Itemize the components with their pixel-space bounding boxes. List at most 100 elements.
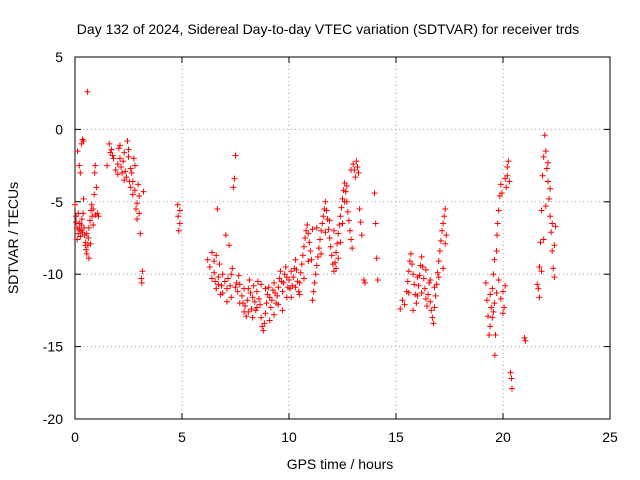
data-point xyxy=(349,245,356,252)
data-point xyxy=(305,230,312,237)
data-point xyxy=(244,297,251,304)
data-point xyxy=(350,161,357,168)
data-point xyxy=(497,181,504,188)
data-point xyxy=(419,263,426,270)
data-point xyxy=(540,153,547,160)
data-point xyxy=(221,278,228,285)
data-point xyxy=(348,236,355,243)
data-point xyxy=(83,250,90,257)
data-point xyxy=(295,288,302,295)
data-point xyxy=(228,271,235,278)
data-point xyxy=(326,217,333,224)
data-point xyxy=(293,266,300,273)
data-point xyxy=(352,174,359,181)
data-point xyxy=(174,201,181,208)
data-point xyxy=(176,207,183,214)
data-point xyxy=(140,188,147,195)
data-point xyxy=(74,148,81,155)
data-point xyxy=(313,224,320,231)
data-point xyxy=(491,300,498,307)
data-point xyxy=(261,320,268,327)
data-point xyxy=(138,279,145,286)
data-point xyxy=(338,204,345,211)
data-point xyxy=(405,290,412,297)
data-point xyxy=(441,213,448,220)
data-point xyxy=(333,265,340,272)
data-point xyxy=(508,385,515,392)
data-point xyxy=(204,256,211,263)
y-tick-label: 5 xyxy=(55,49,63,65)
data-point xyxy=(286,276,292,283)
data-point xyxy=(495,276,502,283)
data-point xyxy=(551,242,558,249)
data-point xyxy=(222,232,229,239)
data-point xyxy=(360,276,367,283)
data-point xyxy=(121,177,128,184)
data-point xyxy=(410,307,417,314)
data-point xyxy=(339,220,346,227)
data-point xyxy=(343,182,350,189)
data-point xyxy=(437,237,444,244)
data-point xyxy=(313,262,320,269)
data-point xyxy=(487,291,494,298)
data-point xyxy=(229,265,236,272)
data-point xyxy=(289,282,296,289)
data-point xyxy=(326,235,333,241)
data-points xyxy=(72,88,559,392)
data-point xyxy=(341,198,348,205)
data-point xyxy=(298,261,305,268)
data-point xyxy=(129,191,136,198)
data-point xyxy=(120,158,127,165)
data-point xyxy=(549,220,556,227)
data-point xyxy=(330,227,337,234)
data-point xyxy=(305,258,312,265)
data-point xyxy=(249,314,256,321)
data-point xyxy=(296,291,303,298)
data-point xyxy=(108,146,115,153)
data-point xyxy=(422,266,429,273)
data-point xyxy=(401,301,408,308)
data-point xyxy=(92,162,99,169)
data-point xyxy=(216,261,223,268)
data-point xyxy=(485,313,492,320)
data-point xyxy=(310,288,317,295)
data-point xyxy=(80,137,87,144)
data-point xyxy=(302,235,309,241)
data-point xyxy=(211,258,218,265)
data-point xyxy=(235,272,242,279)
x-axis-label: GPS time / hours xyxy=(287,456,394,472)
data-point xyxy=(125,153,132,160)
data-point xyxy=(487,323,494,330)
data-point xyxy=(90,206,97,213)
data-point xyxy=(233,279,240,286)
data-point xyxy=(333,249,340,256)
chart-title: Day 132 of 2024, Sidereal Day-to-day VTE… xyxy=(77,21,579,37)
x-tick-label: 15 xyxy=(388,429,404,445)
data-point xyxy=(421,285,428,292)
data-point xyxy=(242,303,249,310)
data-point xyxy=(542,148,549,155)
data-point xyxy=(90,221,97,228)
data-point xyxy=(409,261,416,268)
data-point xyxy=(283,294,290,301)
y-tick-labels: 5 0 -5 -10 -15 -20 xyxy=(43,49,63,427)
data-point xyxy=(490,271,497,278)
data-point xyxy=(315,245,322,252)
data-point xyxy=(299,252,306,259)
data-point xyxy=(241,285,248,292)
y-axis-label: SDTVAR / TECUs xyxy=(5,182,21,294)
data-point xyxy=(358,232,365,239)
data-point xyxy=(355,169,362,176)
data-point xyxy=(443,232,450,239)
data-point xyxy=(83,230,90,237)
data-point xyxy=(236,300,243,307)
data-point xyxy=(521,334,528,341)
data-point xyxy=(442,206,449,213)
data-point xyxy=(498,190,505,197)
data-point xyxy=(208,275,215,282)
data-point xyxy=(489,314,496,321)
data-point xyxy=(536,294,543,301)
data-point xyxy=(495,207,502,214)
data-point xyxy=(245,308,252,315)
data-point xyxy=(534,281,541,288)
